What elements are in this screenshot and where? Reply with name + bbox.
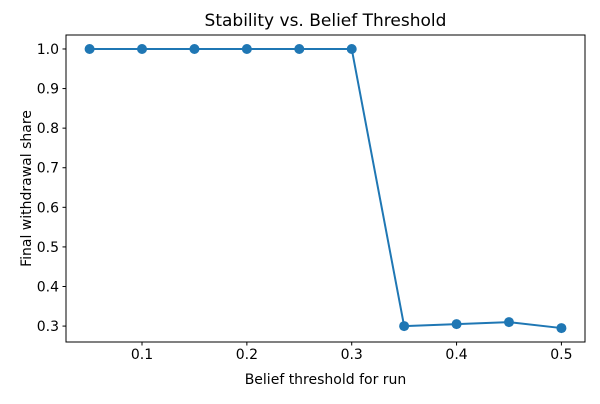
x-tick-label: 0.3 <box>341 347 363 363</box>
x-tick-label: 0.4 <box>445 347 467 363</box>
data-point <box>189 43 200 54</box>
data-line <box>88 47 563 330</box>
x-tick-label: 0.1 <box>131 347 153 363</box>
y-axis-label: Final withdrawal share <box>19 110 35 267</box>
y-tick-label: 0.4 <box>37 279 59 295</box>
axes-spines <box>65 34 586 343</box>
y-tick-label: 0.3 <box>37 319 59 335</box>
data-point <box>84 43 95 54</box>
chart-title: Stability vs. Belief Threshold <box>205 11 447 31</box>
y-tick-label: 1.0 <box>37 42 59 58</box>
data-point <box>399 321 410 332</box>
y-tick-label: 0.9 <box>37 82 59 98</box>
x-tick-label: 0.5 <box>550 347 572 363</box>
y-tick-label: 0.5 <box>37 240 59 256</box>
plot-area: 0.1 0.2 0.3 0.4 0.5 0.3 0.4 0.5 0.6 0.7 0.8 0.9 1.0 <box>37 34 586 363</box>
data-point <box>346 43 357 54</box>
y-tick-label: 0.6 <box>37 200 59 216</box>
data-point <box>556 323 567 334</box>
data-point <box>451 319 462 330</box>
y-tick-label: 0.8 <box>37 121 59 137</box>
data-point <box>137 43 148 54</box>
x-axis-label: Belief threshold for run <box>245 372 407 388</box>
y-tick-label: 0.7 <box>37 161 59 177</box>
data-point <box>241 43 252 54</box>
data-point <box>294 43 305 54</box>
x-tick-label: 0.2 <box>236 347 258 363</box>
data-point <box>503 317 514 328</box>
